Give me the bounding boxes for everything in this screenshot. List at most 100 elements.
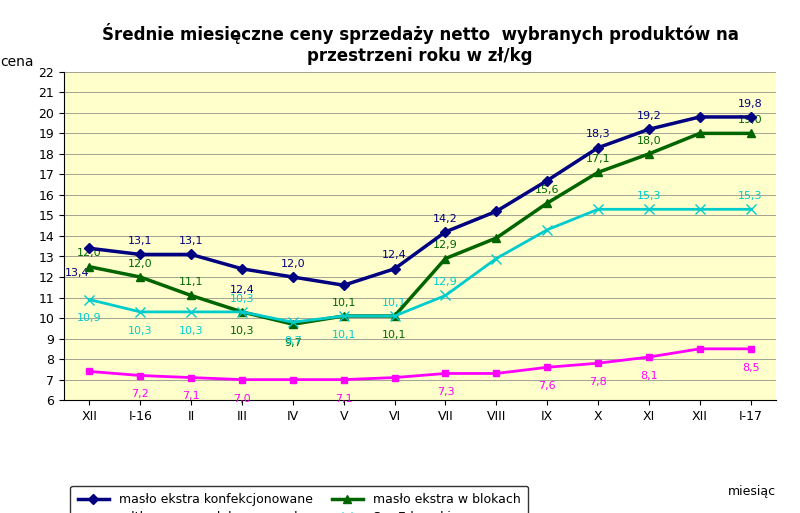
odtłuszczone mleko w proszku <box>186 374 196 381</box>
masło ekstra w blokach <box>288 321 298 327</box>
Text: 8,1: 8,1 <box>640 371 658 381</box>
Text: 7,6: 7,6 <box>538 381 556 391</box>
masło ekstra w blokach <box>594 169 603 175</box>
Ser Edamski <box>542 227 552 233</box>
Line: masło ekstra konfekcjonowane: masło ekstra konfekcjonowane <box>86 113 754 289</box>
Text: 18,0: 18,0 <box>637 135 661 146</box>
masło ekstra konfekcjonowane <box>594 145 603 151</box>
Ser Edamski <box>237 309 246 315</box>
masło ekstra w blokach <box>746 130 755 136</box>
masło ekstra w blokach <box>186 292 196 299</box>
Ser Edamski <box>491 255 501 262</box>
masło ekstra konfekcjonowane <box>135 251 145 258</box>
odtłuszczone mleko w proszku <box>339 377 349 383</box>
odtłuszczone mleko w proszku <box>237 377 246 383</box>
masło ekstra konfekcjonowane <box>390 266 399 272</box>
masło ekstra konfekcjonowane <box>85 245 94 251</box>
odtłuszczone mleko w proszku <box>644 354 654 360</box>
odtłuszczone mleko w proszku <box>85 368 94 374</box>
Text: 18,3: 18,3 <box>586 129 610 140</box>
Text: 12,0: 12,0 <box>128 259 153 269</box>
Text: 10,1: 10,1 <box>331 298 356 308</box>
Text: 7,1: 7,1 <box>335 393 353 404</box>
masło ekstra w blokach <box>491 235 501 241</box>
Line: odtłuszczone mleko w proszku: odtłuszczone mleko w proszku <box>86 345 754 383</box>
Line: Ser Edamski: Ser Edamski <box>85 205 755 327</box>
masło ekstra konfekcjonowane <box>339 282 349 288</box>
odtłuszczone mleko w proszku <box>491 370 501 377</box>
Text: 12,9: 12,9 <box>433 277 458 287</box>
odtłuszczone mleko w proszku <box>542 364 552 370</box>
Text: 10,3: 10,3 <box>128 326 153 336</box>
odtłuszczone mleko w proszku <box>441 370 450 377</box>
Text: 10,3: 10,3 <box>179 326 203 336</box>
Text: cena: cena <box>0 54 34 69</box>
masło ekstra konfekcjonowane <box>491 208 501 214</box>
Text: 10,9: 10,9 <box>77 313 102 324</box>
Ser Edamski <box>135 309 145 315</box>
Text: 11,1: 11,1 <box>179 277 203 287</box>
Text: 15,6: 15,6 <box>535 185 559 195</box>
Text: 12,4: 12,4 <box>382 250 407 261</box>
masło ekstra w blokach <box>390 313 399 319</box>
Text: 7,1: 7,1 <box>182 391 200 402</box>
Text: 15,3: 15,3 <box>738 191 763 201</box>
odtłuszczone mleko w proszku <box>746 346 755 352</box>
masło ekstra konfekcjonowane <box>746 114 755 120</box>
masło ekstra konfekcjonowane <box>237 266 246 272</box>
Ser Edamski <box>441 292 450 299</box>
odtłuszczone mleko w proszku <box>695 346 705 352</box>
odtłuszczone mleko w proszku <box>390 374 399 381</box>
masło ekstra konfekcjonowane <box>288 274 298 280</box>
Text: 13,1: 13,1 <box>179 236 203 246</box>
Text: 12,0: 12,0 <box>281 259 305 269</box>
Ser Edamski <box>390 313 399 319</box>
Ser Edamski <box>85 297 94 303</box>
masło ekstra konfekcjonowane <box>695 114 705 120</box>
Text: 13,4: 13,4 <box>65 268 90 278</box>
masło ekstra konfekcjonowane <box>644 126 654 132</box>
Text: 7,0: 7,0 <box>233 393 251 404</box>
Ser Edamski <box>695 206 705 212</box>
masło ekstra konfekcjonowane <box>542 177 552 184</box>
Text: 12,0: 12,0 <box>77 248 102 259</box>
Legend: masło ekstra konfekcjonowane, odtłuszczone mleko w proszku, masło ekstra w bloka: masło ekstra konfekcjonowane, odtłuszczo… <box>70 486 528 513</box>
Text: 7,3: 7,3 <box>437 387 454 398</box>
Ser Edamski <box>186 309 196 315</box>
Text: 19,0: 19,0 <box>738 115 763 125</box>
Text: 10,1: 10,1 <box>331 330 356 340</box>
Ser Edamski <box>288 319 298 325</box>
Text: 10,3: 10,3 <box>230 293 254 304</box>
Text: 14,2: 14,2 <box>433 213 458 224</box>
Text: 17,1: 17,1 <box>586 154 610 164</box>
Text: 8,5: 8,5 <box>742 363 759 373</box>
Title: Średnie miesięczne ceny sprzedaży netto  wybranych produktów na
przestrzeni roku: Średnie miesięczne ceny sprzedaży netto … <box>102 23 738 65</box>
Text: 15,3: 15,3 <box>637 191 661 201</box>
Ser Edamski <box>746 206 755 212</box>
Ser Edamski <box>594 206 603 212</box>
Text: 9,7: 9,7 <box>284 338 302 348</box>
Text: 7,8: 7,8 <box>589 377 607 387</box>
Line: masło ekstra w blokach: masło ekstra w blokach <box>86 129 754 328</box>
Ser Edamski <box>644 206 654 212</box>
Text: 19,8: 19,8 <box>738 98 763 109</box>
odtłuszczone mleko w proszku <box>594 360 603 366</box>
masło ekstra w blokach <box>135 274 145 280</box>
Text: 12,9: 12,9 <box>433 240 458 250</box>
masło ekstra konfekcjonowane <box>441 229 450 235</box>
Text: 10,1: 10,1 <box>382 298 407 308</box>
Text: 7,2: 7,2 <box>131 389 149 400</box>
odtłuszczone mleko w proszku <box>288 377 298 383</box>
masło ekstra w blokach <box>695 130 705 136</box>
masło ekstra w blokach <box>542 200 552 206</box>
masło ekstra konfekcjonowane <box>186 251 196 258</box>
Text: 9,7: 9,7 <box>284 336 302 346</box>
Text: 19,2: 19,2 <box>637 111 662 121</box>
masło ekstra w blokach <box>237 309 246 315</box>
masło ekstra w blokach <box>441 255 450 262</box>
Text: 10,1: 10,1 <box>382 330 407 340</box>
odtłuszczone mleko w proszku <box>135 372 145 379</box>
masło ekstra w blokach <box>339 313 349 319</box>
masło ekstra w blokach <box>85 264 94 270</box>
Text: miesiąc: miesiąc <box>728 485 776 498</box>
